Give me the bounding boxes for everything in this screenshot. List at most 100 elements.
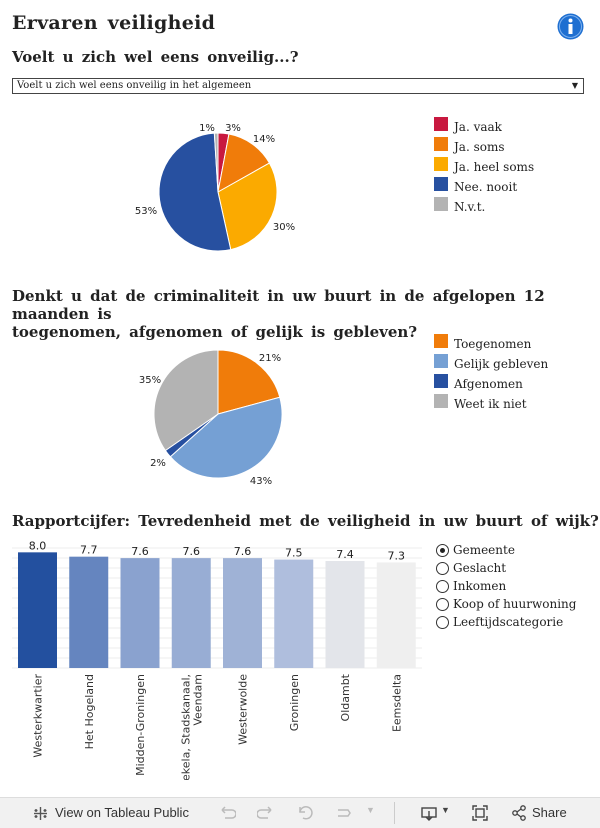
view-on-tableau-label: View on Tableau Public xyxy=(55,805,189,820)
criminaliteit-slice-label: 35% xyxy=(139,375,161,386)
svg-text:Pekela, Stadskanaal,: Pekela, Stadskanaal, xyxy=(179,674,192,780)
radio-circle[interactable] xyxy=(436,562,449,575)
legend-swatch xyxy=(434,374,448,388)
bar-category-label: Oldambt xyxy=(339,673,352,721)
onveilig-slice-ja-heel-soms[interactable] xyxy=(217,162,278,251)
fullscreen-icon[interactable] xyxy=(471,804,489,822)
legend-criminaliteit: Toegenomen Gelijk gebleven Afgenomen Weet i… xyxy=(434,334,584,418)
onveilig-slice-label: 3% xyxy=(225,123,241,134)
pie-chart-onveilig: 3% 14% 30% 53% 1% xyxy=(135,123,295,252)
radio-label: Inkomen xyxy=(453,579,507,593)
bar-4[interactable] xyxy=(223,558,262,668)
radio-circle[interactable] xyxy=(436,544,449,557)
svg-text:Westerwolde: Westerwolde xyxy=(237,674,250,745)
legend-label: Gelijk gebleven xyxy=(454,357,549,371)
undo-icon[interactable] xyxy=(218,804,236,822)
criminaliteit-slice-weet-ik-niet[interactable] xyxy=(153,349,219,452)
question-dropdown[interactable]: Voelt u zich wel eens onveilig in het al… xyxy=(12,78,584,94)
svg-text:Het Hogeland: Het Hogeland xyxy=(83,674,96,749)
section2-title-line2: toegenomen, afgenomen of gelijk is geble… xyxy=(12,323,418,341)
bar-3[interactable] xyxy=(171,558,211,668)
info-icon[interactable] xyxy=(557,13,584,40)
onveilig-slice-n-v-t[interactable] xyxy=(213,132,219,193)
breakdown-radio-group: Gemeente Geslacht Inkomen Koop of huurwonin… xyxy=(436,543,586,635)
svg-text:Midden-Groningen: Midden-Groningen xyxy=(134,674,147,776)
svg-text:Oldambt: Oldambt xyxy=(339,673,352,721)
radio-circle[interactable] xyxy=(436,616,449,629)
bar-chart-rapportcijfer: 8.0 Westerkwartier 7.7 Het Hogeland 7.6 Midde… xyxy=(12,540,422,780)
redo-icon[interactable] xyxy=(257,804,275,822)
legend-swatch xyxy=(434,177,448,191)
legend-label: N.v.t. xyxy=(454,200,486,214)
section1-title: Voelt u zich wel eens onveilig...? xyxy=(12,48,299,66)
bar-value-label: 7.7 xyxy=(80,544,98,557)
page-title: Ervaren veiligheid xyxy=(12,12,216,34)
radio-circle[interactable] xyxy=(436,598,449,611)
svg-text:Westerkwartier: Westerkwartier xyxy=(32,674,45,758)
onveilig-slice-label: 14% xyxy=(253,134,275,145)
legend-onveilig: Ja. vaak Ja. soms Ja. heel soms Nee. nooit N… xyxy=(434,117,584,217)
bar-value-label: 7.6 xyxy=(183,545,201,558)
criminaliteit-slice-label: 2% xyxy=(150,458,166,469)
bar-category-label: Westerwolde xyxy=(237,674,250,745)
bar-category-label: Westerkwartier xyxy=(32,674,45,758)
svg-text:Veendam: Veendam xyxy=(191,674,204,726)
svg-text:Groningen: Groningen xyxy=(288,674,301,731)
legend-label: Ja. soms xyxy=(454,140,505,154)
legend-swatch xyxy=(434,157,448,171)
download-icon[interactable] xyxy=(420,804,438,822)
bar-category-label: Groningen xyxy=(288,674,301,731)
bar-5[interactable] xyxy=(274,559,314,668)
bar-7[interactable] xyxy=(376,562,416,668)
bar-category-label: Midden-Groningen xyxy=(134,674,147,776)
radio-label: Gemeente xyxy=(453,543,515,557)
bar-category-label: Eemsdelta xyxy=(390,674,403,732)
legend-swatch xyxy=(434,334,448,348)
share-icon xyxy=(512,805,526,821)
bar-1[interactable] xyxy=(69,556,109,668)
section2-title: Denkt u dat de criminaliteit in uw buurt… xyxy=(12,287,600,341)
legend-label: Ja. heel soms xyxy=(454,160,535,174)
onveilig-slice-label: 30% xyxy=(273,222,295,233)
bar-category-label: Pekela, Stadskanaal, Veendam xyxy=(179,674,204,780)
svg-text:Eemsdelta: Eemsdelta xyxy=(390,674,403,732)
legend-swatch xyxy=(434,394,448,408)
criminaliteit-slice-label: 21% xyxy=(259,353,281,364)
legend-swatch xyxy=(434,354,448,368)
bar-2[interactable] xyxy=(120,558,160,668)
legend-swatch xyxy=(434,197,448,211)
legend-label: Weet ik niet xyxy=(454,397,527,411)
dropdown-value: Voelt u zich wel eens onveilig in het al… xyxy=(17,80,252,91)
download-dropdown-icon[interactable]: ▼ xyxy=(441,805,450,815)
bar-value-label: 7.3 xyxy=(388,549,406,562)
criminaliteit-slice-toegenomen[interactable] xyxy=(217,349,281,415)
bar-0[interactable] xyxy=(18,552,57,668)
radio-label: Geslacht xyxy=(453,561,507,575)
bar-6[interactable] xyxy=(325,561,365,668)
section2-title-line1: Denkt u dat de criminaliteit in uw buurt… xyxy=(12,287,545,323)
legend-swatch xyxy=(434,137,448,151)
dropdown-arrow-icon: ▼ xyxy=(571,81,578,90)
bar-value-label: 7.5 xyxy=(285,547,303,560)
section3-title: Rapportcijfer: Tevredenheid met de veili… xyxy=(12,512,599,530)
tableau-toolbar: View on Tableau Public ▼ ▼ Share xyxy=(0,797,600,828)
legend-label: Toegenomen xyxy=(454,337,532,351)
onveilig-slice-label: 1% xyxy=(199,123,215,134)
criminaliteit-slice-gelijk-gebleven[interactable] xyxy=(169,396,283,479)
pie-chart-criminaliteit: 21% 43% 2% 35% xyxy=(139,349,283,487)
radio-selected-dot xyxy=(440,548,445,553)
refresh-icon[interactable] xyxy=(335,804,353,822)
refresh-dropdown-icon[interactable]: ▼ xyxy=(366,805,375,815)
criminaliteit-slice-label: 43% xyxy=(250,476,272,487)
legend-label: Ja. vaak xyxy=(454,120,502,134)
onveilig-slice-ja-soms[interactable] xyxy=(217,133,271,193)
bar-value-label: 7.6 xyxy=(131,545,149,558)
onveilig-slice-label: 53% xyxy=(135,206,157,217)
onveilig-slice-nee-nooit[interactable] xyxy=(158,132,232,252)
radio-circle[interactable] xyxy=(436,580,449,593)
bar-value-label: 8.0 xyxy=(29,540,47,552)
revert-icon[interactable] xyxy=(297,804,315,822)
radio-label: Leeftijdscategorie xyxy=(453,615,564,629)
share-label: Share xyxy=(532,805,567,820)
tableau-logo-icon xyxy=(34,807,47,820)
